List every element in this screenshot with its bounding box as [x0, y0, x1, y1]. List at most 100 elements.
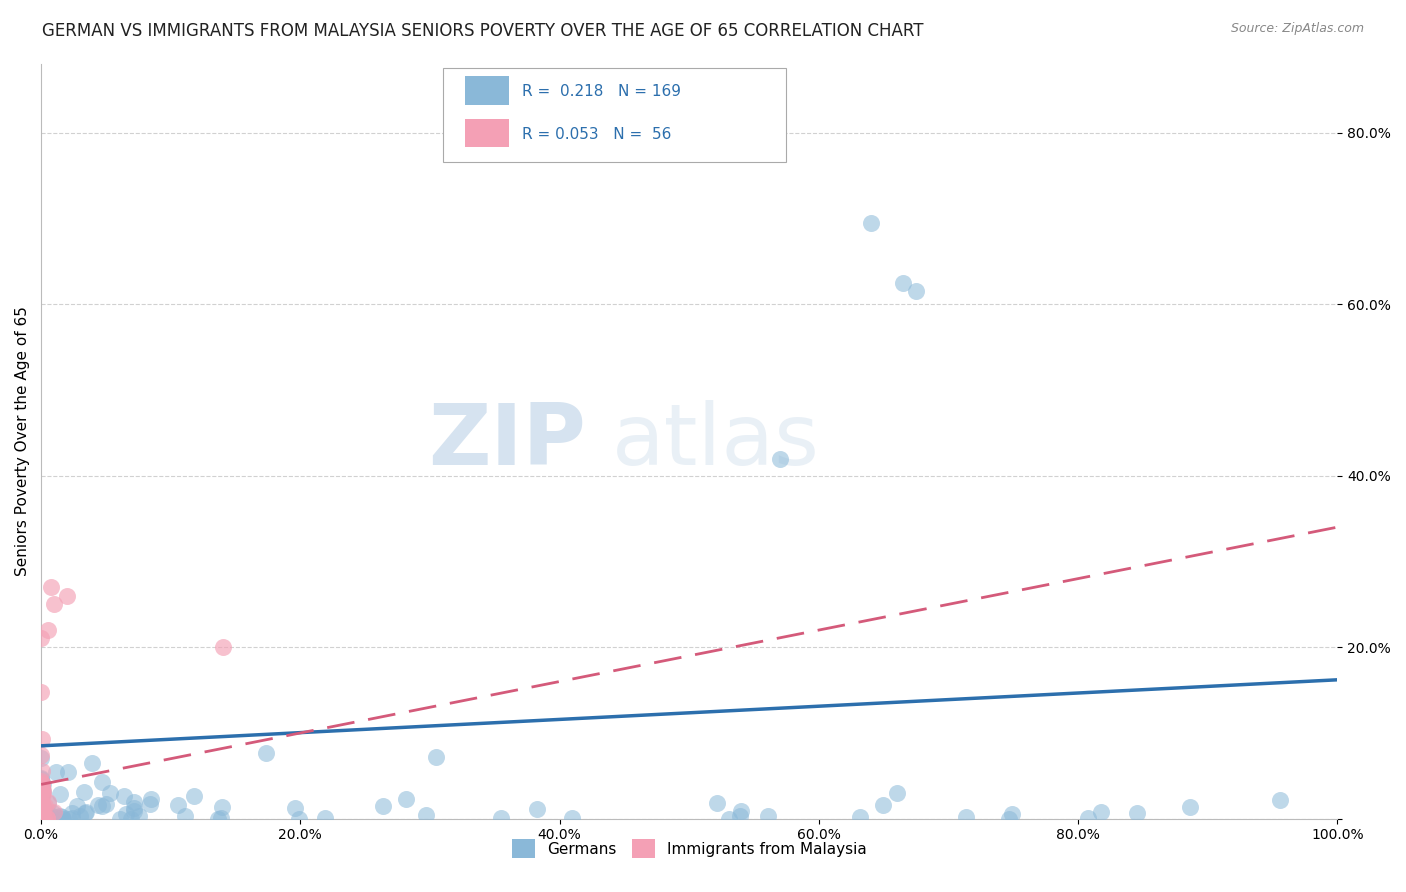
- Y-axis label: Seniors Poverty Over the Age of 65: Seniors Poverty Over the Age of 65: [15, 307, 30, 576]
- Point: [45, 810, 67, 824]
- Point: [31, 812, 53, 826]
- Point: [30, 804, 52, 818]
- Point: [30, 812, 52, 826]
- Point: [37, 812, 59, 826]
- Point: [139, 797, 162, 811]
- Point: [31, 787, 53, 801]
- Point: [30, 794, 52, 808]
- Text: atlas: atlas: [612, 400, 820, 483]
- Point: [30, 808, 52, 822]
- Point: [65, 799, 87, 814]
- Point: [91, 799, 114, 814]
- Point: [30, 809, 52, 823]
- Point: [31, 776, 53, 790]
- Point: [886, 786, 908, 800]
- Point: [34, 806, 56, 821]
- Point: [31, 782, 53, 797]
- Point: [30, 811, 52, 825]
- Point: [30, 797, 52, 812]
- Point: [30, 810, 52, 824]
- Bar: [465, 119, 509, 147]
- Point: [35, 811, 58, 825]
- Point: [49, 787, 72, 801]
- Point: [37, 810, 59, 824]
- Point: [30, 804, 52, 818]
- Point: [32, 800, 55, 814]
- Point: [31, 800, 53, 814]
- Point: [998, 812, 1021, 826]
- Point: [31, 784, 53, 798]
- Point: [211, 800, 233, 814]
- Point: [31, 810, 53, 824]
- Point: [73, 806, 96, 821]
- Point: [728, 809, 751, 823]
- Point: [31, 804, 53, 818]
- Point: [32, 808, 55, 822]
- Point: [31, 811, 53, 825]
- Point: [30, 809, 52, 823]
- Point: [30, 809, 52, 823]
- Point: [39, 808, 62, 822]
- FancyBboxPatch shape: [443, 68, 786, 162]
- Point: [706, 796, 728, 810]
- Point: [30, 809, 52, 823]
- Point: [1270, 792, 1292, 806]
- Point: [37, 623, 59, 637]
- Point: [122, 795, 145, 809]
- Point: [80, 756, 103, 770]
- Point: [526, 802, 548, 816]
- Point: [30, 748, 52, 763]
- Point: [30, 810, 52, 824]
- Point: [45, 764, 67, 779]
- Point: [30, 790, 52, 805]
- Point: [31, 810, 53, 824]
- Point: [100, 786, 122, 800]
- Point: [756, 809, 779, 823]
- Point: [30, 791, 52, 805]
- Point: [32, 809, 55, 823]
- Point: [30, 780, 52, 795]
- Point: [30, 804, 52, 818]
- Point: [34, 811, 56, 825]
- Point: [30, 807, 52, 822]
- Point: [30, 810, 52, 824]
- Point: [37, 797, 59, 811]
- Point: [415, 807, 437, 822]
- Point: [30, 809, 52, 823]
- Point: [284, 801, 307, 815]
- Point: [30, 777, 52, 791]
- Point: [31, 812, 53, 826]
- Point: [31, 811, 53, 825]
- Point: [31, 812, 53, 826]
- Point: [30, 795, 52, 809]
- Point: [30, 806, 52, 821]
- Point: [30, 771, 52, 785]
- Point: [31, 811, 53, 825]
- Text: R =  0.218   N = 169: R = 0.218 N = 169: [522, 84, 681, 99]
- Point: [31, 809, 53, 823]
- Point: [1126, 805, 1149, 820]
- Point: [30, 812, 52, 826]
- Point: [31, 811, 53, 825]
- Point: [32, 810, 55, 824]
- Point: [425, 750, 447, 764]
- Point: [30, 805, 52, 820]
- Point: [31, 809, 53, 823]
- Point: [56, 764, 79, 779]
- Point: [30, 796, 52, 810]
- Point: [30, 810, 52, 824]
- Point: [30, 799, 52, 814]
- Point: [394, 792, 416, 806]
- Point: [31, 805, 53, 819]
- Point: [905, 285, 928, 299]
- Point: [31, 803, 53, 817]
- Point: [120, 812, 142, 826]
- Point: [31, 764, 53, 778]
- Point: [209, 811, 232, 825]
- Point: [30, 632, 52, 646]
- Point: [51, 810, 73, 824]
- Point: [314, 811, 336, 825]
- Point: [730, 804, 752, 818]
- Point: [60, 805, 83, 820]
- Point: [30, 808, 52, 822]
